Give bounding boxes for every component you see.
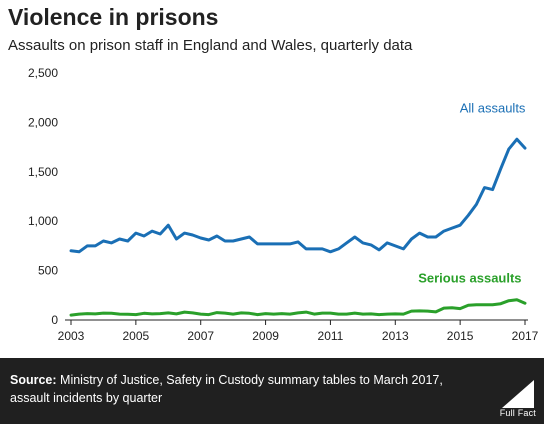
logo-triangle-icon xyxy=(502,380,534,408)
x-tick-label: 2011 xyxy=(318,329,344,343)
y-tick-label: 500 xyxy=(38,264,58,278)
source-label: Source: xyxy=(10,373,57,387)
full-fact-logo xyxy=(502,380,534,408)
x-tick-label: 2005 xyxy=(123,329,150,343)
x-tick-label: 2017 xyxy=(512,329,539,343)
y-axis: 0 500 1,000 1,500 2,000 2,500 xyxy=(28,66,58,327)
chart-annotations: All assaults Serious assaults xyxy=(418,101,526,286)
chart-subtitle: Assaults on prison staff in England and … xyxy=(8,37,413,54)
x-tick-label: 2007 xyxy=(187,329,214,343)
x-tick-label: 2009 xyxy=(252,329,279,343)
series-label: All assaults xyxy=(460,101,526,116)
y-tick-label: 1,000 xyxy=(28,214,58,228)
source-footer: Source: Ministry of Justice, Safety in C… xyxy=(0,358,544,424)
page-title: Violence in prisons xyxy=(8,4,219,30)
y-tick-label: 2,500 xyxy=(28,66,58,80)
y-tick-label: 0 xyxy=(51,313,58,327)
source-text: Ministry of Justice, Safety in Custody s… xyxy=(10,373,443,405)
y-tick-label: 1,500 xyxy=(28,165,58,179)
logo-text: Full Fact xyxy=(499,408,536,418)
chart-series xyxy=(69,137,527,317)
source-note: Source: Ministry of Justice, Safety in C… xyxy=(10,371,470,407)
x-tick-label: 2013 xyxy=(382,329,409,343)
series-label: Serious assaults xyxy=(418,270,521,285)
series-line-all-assaults xyxy=(69,137,527,254)
series-line-serious-assaults xyxy=(69,298,527,317)
x-tick-label: 2003 xyxy=(58,329,85,343)
x-axis: 2003 2005 2007 2009 2011 2013 2015 2017 xyxy=(58,319,539,343)
y-tick-label: 2,000 xyxy=(28,115,58,129)
x-tick-label: 2015 xyxy=(447,329,474,343)
